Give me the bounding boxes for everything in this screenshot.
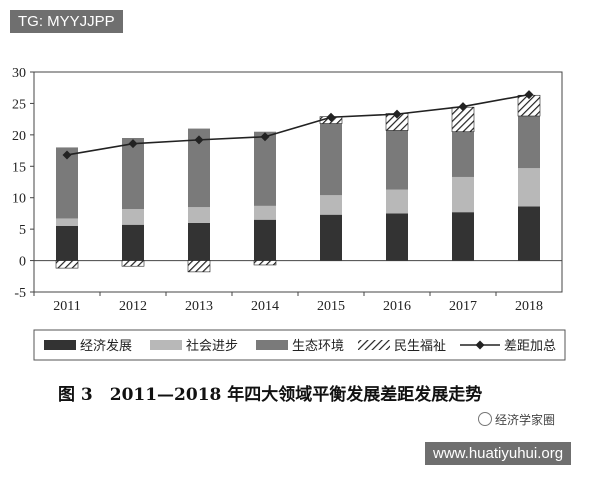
bar-segment-s1-2014 <box>254 205 276 220</box>
line-point-2018 <box>524 90 534 100</box>
bar-segment-s1-2016 <box>386 189 408 214</box>
bar-segment-s1-2015 <box>320 195 342 215</box>
bar-segment-s0-2014 <box>254 219 276 261</box>
y-tick-label: 0 <box>19 255 26 270</box>
brand-label-wrap: 经济学家圈 <box>478 411 555 428</box>
bar-segment-s3-2013 <box>187 260 211 273</box>
bar-segment-s3-2012 <box>121 260 145 267</box>
y-tick-label: 25 <box>12 97 26 112</box>
line-point-2012 <box>128 139 138 149</box>
bar-segment-s2-2011 <box>56 147 78 219</box>
bar-segment-s1-2011 <box>56 218 78 226</box>
y-tick-label: 30 <box>12 66 26 81</box>
legend-label: 差距加总 <box>504 339 556 354</box>
bar-segment-s1-2018 <box>518 168 540 207</box>
total-gap-line <box>62 90 534 160</box>
brand-label: 经济学家圈 <box>495 413 556 427</box>
brand-logo-icon <box>478 412 492 426</box>
bar-segment-s0-2017 <box>452 212 474 261</box>
bar-segment-s0-2012 <box>122 224 144 261</box>
legend-label: 生态环境 <box>292 339 344 354</box>
y-tick-label: 10 <box>12 192 26 207</box>
x-tick-label: 2011 <box>53 299 80 314</box>
bar-segment-s2-2017 <box>452 131 474 177</box>
bar-segment-s1-2012 <box>122 209 144 225</box>
axes: -5 0 5 10 15 20 25 30 2011 2012 2013 2014 2015 2016 20… <box>12 66 563 314</box>
x-tick-label: 2015 <box>317 299 345 314</box>
bars <box>55 94 541 273</box>
legend-swatch-0 <box>44 340 76 350</box>
x-tick-label: 2014 <box>251 299 279 314</box>
line-point-2016 <box>392 109 402 119</box>
watermark-bottom: www.huatiyuhui.org <box>425 442 572 465</box>
legend-label: 社会进步 <box>186 338 238 354</box>
bar-segment-s1-2017 <box>452 176 474 213</box>
x-tick-label: 2012 <box>119 299 147 314</box>
line-point-2013 <box>194 135 204 145</box>
y-tick-label: 15 <box>12 160 26 175</box>
bar-segment-s0-2011 <box>56 226 78 261</box>
line-point-2014 <box>260 132 270 142</box>
x-tick-label: 2018 <box>515 299 543 314</box>
legend: 经济发展 社会进步 生态环境 民生福祉 差距加总 <box>33 329 566 361</box>
legend-swatch-3 <box>358 340 390 350</box>
line-point-2011 <box>62 150 72 160</box>
bar-segment-s1-2013 <box>188 207 210 223</box>
bar-segment-s2-2012 <box>122 138 144 210</box>
bar-segment-s0-2013 <box>188 222 210 261</box>
bar-segment-s0-2018 <box>518 206 540 261</box>
legend-label: 民生福祉 <box>394 339 446 354</box>
line-point-2017 <box>458 102 468 112</box>
x-tick-label: 2013 <box>185 299 213 314</box>
legend-label: 经济发展 <box>80 338 132 354</box>
figure-caption: 图 3 2011—2018 年四大领域平衡发展差距发展走势 <box>58 384 482 405</box>
x-tick-label: 2016 <box>383 299 411 314</box>
x-tick-label: 2017 <box>449 299 477 314</box>
legend-swatch-1 <box>150 340 182 350</box>
y-tick-label: -5 <box>14 286 26 301</box>
line-series-path <box>66 93 530 156</box>
bar-segment-s0-2015 <box>320 214 342 261</box>
bar-segment-s2-2018 <box>518 116 540 169</box>
line-point-2015 <box>326 112 336 122</box>
bar-segment-s2-2013 <box>188 128 210 208</box>
bar-segment-s3-2014 <box>253 260 277 266</box>
watermark-top: TG: MYYJJPP <box>10 10 123 33</box>
y-tick-label: 5 <box>19 223 26 238</box>
legend-swatch-2 <box>256 340 288 350</box>
legend-box <box>33 329 566 361</box>
bar-segment-s2-2015 <box>320 123 342 196</box>
plot-frame <box>33 71 563 293</box>
bar-segment-s3-2011 <box>55 260 79 269</box>
legend-swatch-marker <box>475 340 485 350</box>
y-tick-label: 20 <box>12 129 26 144</box>
bar-segment-s0-2016 <box>386 213 408 261</box>
bar-segment-s2-2016 <box>386 130 408 190</box>
bar-segment-s2-2014 <box>254 131 276 206</box>
